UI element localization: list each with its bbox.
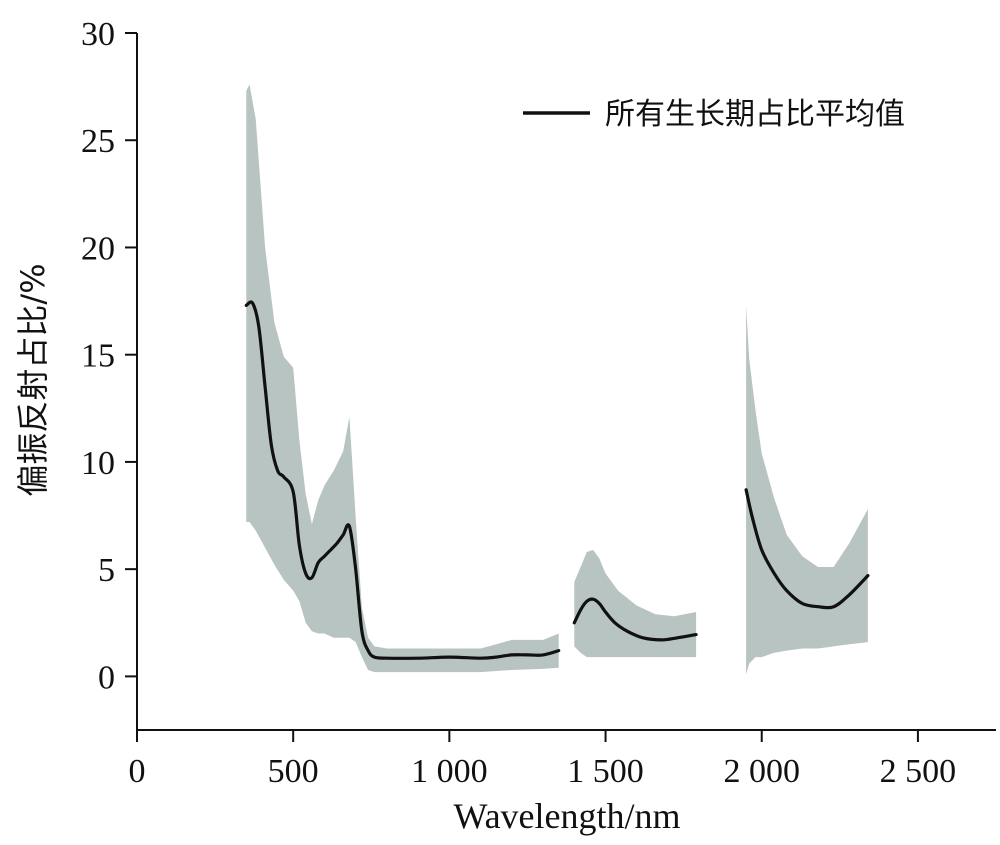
tick-layer: 0 5 10 15 20 25 30 0 500 1 000 1 500 2 000 2 500 xyxy=(81,16,956,790)
y-tick-label: 30 xyxy=(81,16,115,53)
series-line-segment-1 xyxy=(244,300,561,660)
line-layer xyxy=(244,300,870,660)
y-tick-label: 0 xyxy=(98,659,115,696)
x-tick-label: 2 000 xyxy=(723,753,800,790)
band-segment-3 xyxy=(746,305,868,675)
x-tick-label: 2 500 xyxy=(880,753,957,790)
x-tick-label: 500 xyxy=(268,753,319,790)
y-tick-label: 5 xyxy=(98,552,115,589)
y-tick-label: 15 xyxy=(81,338,115,375)
x-tick-label: 1 000 xyxy=(411,753,488,790)
x-tick-label: 0 xyxy=(129,753,146,790)
y-tick-label: 10 xyxy=(81,445,115,482)
y-tick-label: 25 xyxy=(81,123,115,160)
y-tick-label: 20 xyxy=(81,230,115,267)
x-tick-label: 1 500 xyxy=(567,753,644,790)
legend: 所有生长期占比平均值 xyxy=(523,97,905,132)
legend-label: 所有生长期占比平均值 xyxy=(605,97,905,132)
x-axis-title: Wavelength/nm xyxy=(453,796,680,836)
series-line-segment-3 xyxy=(744,488,870,610)
y-axis-title: 偏振反射占比/% xyxy=(14,263,52,496)
band-segment-1 xyxy=(246,84,559,673)
band-segment-2 xyxy=(574,549,697,658)
series-line-segment-2 xyxy=(572,597,698,642)
axes xyxy=(136,33,996,731)
band-layer xyxy=(246,84,868,675)
